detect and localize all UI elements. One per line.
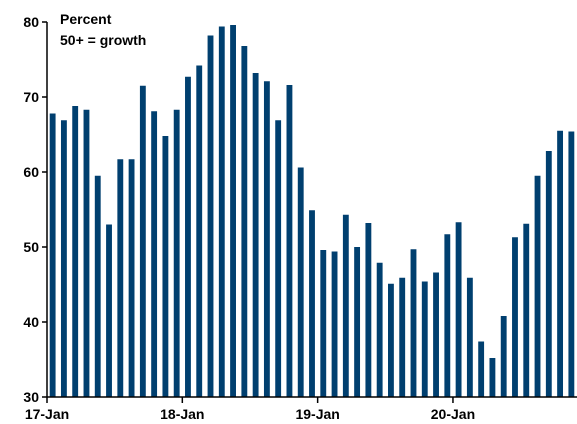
bars-layer xyxy=(49,25,575,397)
bar-dec-2018 xyxy=(309,210,315,397)
bar-jul-2019 xyxy=(388,283,394,397)
bar-feb-2017 xyxy=(60,120,67,397)
y-tick-label-80: 80 xyxy=(23,14,39,30)
bar-sep-2019 xyxy=(410,249,417,397)
bar-mar-2018 xyxy=(207,35,214,397)
bar-nov-2019 xyxy=(433,272,439,397)
x-tick-label-17-jan: 17-Jan xyxy=(25,406,69,422)
bar-may-2020 xyxy=(500,316,507,397)
bar-jul-2020 xyxy=(523,223,530,397)
bar-apr-2018 xyxy=(218,26,225,397)
y-tick-label-50: 50 xyxy=(23,239,39,255)
bar-apr-2020 xyxy=(489,358,496,397)
bar-dec-2019 xyxy=(444,234,451,397)
bar-mar-2017 xyxy=(72,106,79,397)
bar-jun-2018 xyxy=(241,46,248,397)
bar-mar-2019 xyxy=(342,214,349,397)
bar-nov-2020 xyxy=(568,131,575,397)
bar-oct-2020 xyxy=(557,130,564,397)
bar-jun-2017 xyxy=(106,224,112,397)
bar-nov-2018 xyxy=(297,167,304,397)
y-tick-label-40: 40 xyxy=(23,314,39,330)
bar-apr-2017 xyxy=(83,109,90,397)
bar-nov-2017 xyxy=(162,136,169,397)
bar-oct-2017 xyxy=(151,111,158,397)
bar-jul-2017 xyxy=(117,159,124,397)
bar-sep-2017 xyxy=(139,85,146,397)
bar-aug-2020 xyxy=(534,175,541,397)
annotation: Percent 50+ = growth xyxy=(60,11,146,48)
bar-may-2019 xyxy=(365,223,372,397)
y-tick-label-60: 60 xyxy=(23,164,39,180)
bar-jun-2020 xyxy=(512,237,518,397)
y-tick-label-70: 70 xyxy=(23,89,39,105)
bar-feb-2019 xyxy=(331,251,338,397)
bar-jan-2017 xyxy=(49,113,56,397)
y-tick-label-30: 30 xyxy=(23,389,39,405)
axes-layer xyxy=(42,21,577,403)
bar-jan-2019 xyxy=(320,250,327,397)
bar-aug-2019 xyxy=(399,277,406,397)
bar-aug-2017 xyxy=(128,159,135,397)
bar-jun-2019 xyxy=(376,262,383,397)
bar-may-2018 xyxy=(230,25,236,397)
bar-jul-2018 xyxy=(252,73,259,397)
bar-feb-2020 xyxy=(466,277,473,397)
bar-oct-2018 xyxy=(286,85,293,397)
x-tick-label-18-jan: 18-Jan xyxy=(160,406,204,422)
annotation-line-growth-note: 50+ = growth xyxy=(60,32,146,48)
labels-layer: 30 40 50 60 70 80 17-Jan 18-Jan 19-Jan 20-Jan xyxy=(23,14,475,422)
bar-aug-2018 xyxy=(263,81,270,397)
x-tick-label-20-jan: 20-Jan xyxy=(431,406,475,422)
bar-jan-2020 xyxy=(455,222,462,397)
bar-jan-2018 xyxy=(185,76,191,397)
bar-mar-2020 xyxy=(478,341,485,397)
bar-dec-2017 xyxy=(173,109,180,397)
bar-sep-2020 xyxy=(545,151,552,397)
bar-feb-2018 xyxy=(196,65,203,397)
bar-sep-2018 xyxy=(275,120,282,397)
bar-may-2017 xyxy=(94,175,101,397)
bar-apr-2019 xyxy=(354,247,361,397)
annotation-line-percent: Percent xyxy=(60,11,112,27)
bar-oct-2019 xyxy=(421,281,428,397)
x-tick-label-19-jan: 19-Jan xyxy=(295,406,339,422)
